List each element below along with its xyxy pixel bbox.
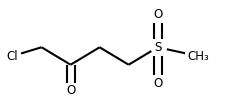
Text: Cl: Cl — [7, 50, 18, 62]
Text: O: O — [152, 8, 162, 21]
Text: O: O — [152, 77, 162, 90]
Text: S: S — [153, 41, 161, 54]
Text: CH₃: CH₃ — [186, 50, 208, 62]
Text: O: O — [66, 84, 75, 97]
